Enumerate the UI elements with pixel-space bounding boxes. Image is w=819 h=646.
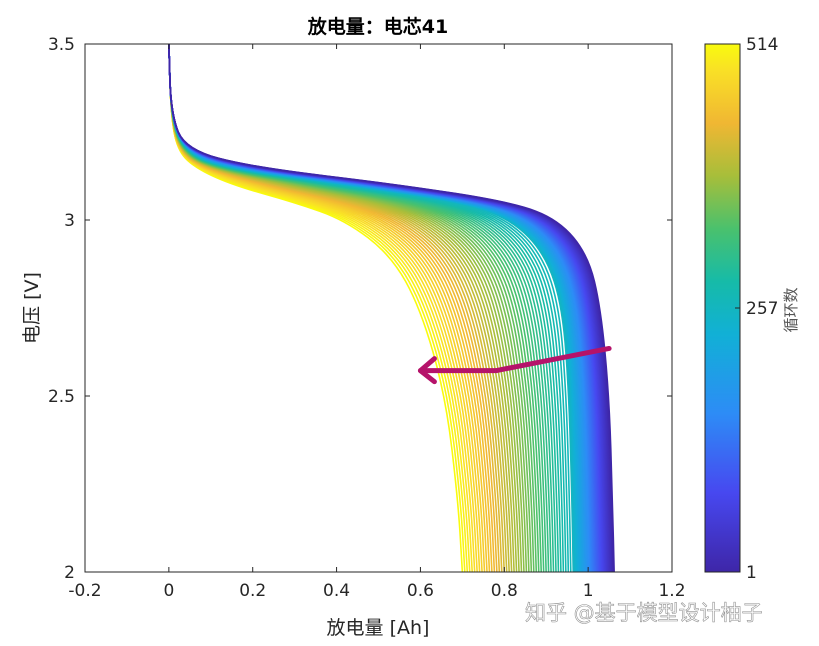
x-tick-label: 1.2 [658,581,685,601]
plot-frame [84,43,673,573]
cycle-curve [168,44,488,572]
colorbar-tick-mid: 257 [746,299,778,319]
curves [168,44,615,572]
arrow-shaft [417,345,612,374]
cycle-curve [168,44,600,572]
x-axis-label: 放电量 [Ah] [327,617,430,639]
x-tick-label: 0.8 [491,581,518,601]
cycle-curve [168,44,476,572]
colorbar-label: 循环数 [782,287,800,332]
cycle-curve [168,44,498,572]
x-tick-label: -0.2 [68,581,101,601]
cycle-curve [168,44,481,572]
y-tick-label: 2 [64,563,75,583]
colorbar-tick-max: 514 [746,35,778,55]
cycle-curve [168,44,588,572]
chart-title: 放电量：电芯41 [307,15,448,38]
cycle-curve [168,44,615,572]
cycle-curve [168,44,606,572]
cycle-curve [168,44,491,572]
cycle-curve [168,44,510,572]
colorbar [704,43,741,573]
cycle-curve [168,44,592,572]
cycle-curve [168,44,469,572]
x-tick-label: 0.6 [407,581,434,601]
colorbar-tick-min: 1 [746,563,757,583]
y-tick-label: 2.5 [48,387,75,407]
watermark: 知乎 @基于模型设计柚子 [525,601,763,625]
y-axis-label: 电压 [V] [21,272,43,344]
cycle-curve [168,44,513,572]
cycle-curve [168,44,464,572]
cycle-curve [168,44,555,572]
cycle-curve [168,44,540,572]
x-tick-label: 0 [163,581,174,601]
x-tick-label: 1 [583,581,594,601]
annotation-arrow [417,345,612,385]
cycle-curve [168,44,525,572]
cycle-curve [168,44,483,572]
cycle-curve [168,44,496,572]
cycle-curve [168,44,474,572]
cycle-curve [168,44,604,572]
cycle-curve [168,44,576,572]
cycle-curve [168,44,466,572]
arrow-head [417,356,437,385]
cycle-curve [168,44,506,572]
x-tick-label: 0.2 [239,581,266,601]
x-tick-label: 0.4 [323,581,350,601]
y-tick-label: 3.5 [48,35,75,55]
cycle-curve [168,44,503,572]
y-tick-label: 3 [64,211,75,231]
cycle-curve [168,44,610,572]
